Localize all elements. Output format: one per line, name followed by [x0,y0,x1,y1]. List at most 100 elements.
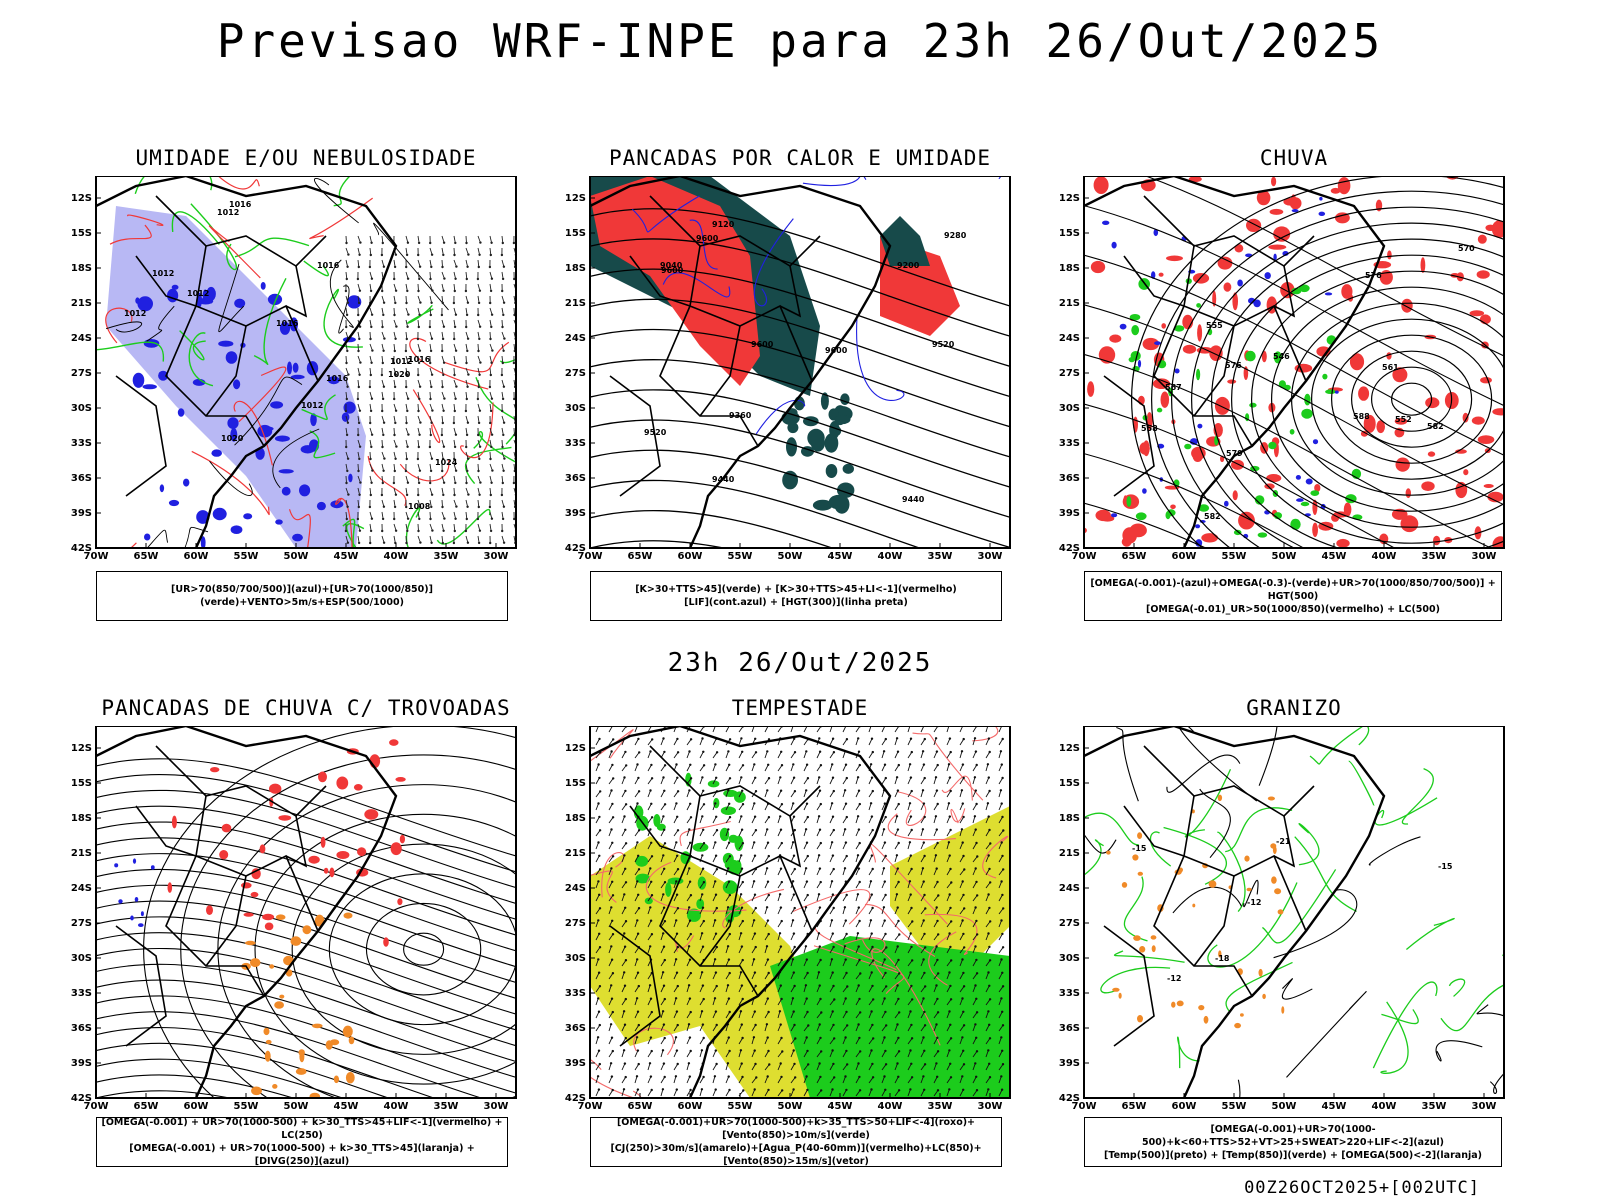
wind-vector-head [478,289,482,292]
wind850-vector-head [1001,971,1004,974]
wind-vector-head [417,373,420,377]
wind-vector-head [357,385,360,389]
rain-red-patch [1160,391,1170,408]
wind-vector-head [491,349,494,352]
wind850-vector-head [675,841,678,844]
wind-vector-head [369,373,372,377]
rain-red-patch [1376,420,1385,434]
wind850-vector-head [726,984,730,987]
wind850-vector-head [688,958,692,961]
temp500-contour [1258,726,1278,786]
lon-tick-label: 35W [928,551,953,562]
wind850-vector-head [675,1088,678,1091]
wind-vector-head [428,325,432,329]
wind-vector-head [370,241,373,244]
wind850-vector-head [986,802,990,805]
wind850-vector-head [663,958,666,962]
wind850-vector-head [830,841,834,844]
humidity-blue-patch [275,519,283,525]
wind850-vector-head [963,946,966,949]
storm-orange-patch [329,1039,340,1046]
wind850-vector-head [713,1075,717,1078]
contour-label: 558 [1141,424,1158,433]
wind850-vector-head [858,1089,862,1092]
lat-tick-label: 42S [1059,1093,1080,1104]
wind-vector-head [488,265,492,269]
wind850-vector-head [676,907,680,910]
wind850-vector-head [857,984,860,987]
wind850-vector-head [884,1088,887,1091]
wind850-vector-head [805,997,808,1000]
wind-vector-head [381,409,384,413]
legend-line: [OMEGA(-0.001)+UR>70(1000-500)+k>35_TTS>… [616,1117,976,1141]
wind850-vector-head [832,751,836,754]
wind-vector-head [442,445,446,448]
wind850-vector-head [636,971,640,974]
wind850-vector-head [636,1088,640,1091]
wind850-vector-head [754,984,757,988]
wind-vector-head [501,517,505,521]
wind850-vector-head [740,1062,743,1065]
rain-red-patch [1191,446,1206,460]
thickness-red-contour [191,450,270,516]
wind-vector-head [477,385,480,389]
wind850-vector-head [779,828,783,831]
map-panel-2: 9600952096009440952096009600944093609280… [565,176,1011,562]
wind-vector-head [454,517,457,520]
wind-vector-head [395,445,398,448]
wind850-vector-head [987,776,990,779]
streamline [403,932,445,966]
wind-vector-head [419,301,422,304]
state-border [609,925,661,1047]
wind-vector-head [347,373,350,376]
wind850-vector-head [832,1023,835,1027]
thickness-red-contour [288,509,311,548]
hgt500-contour [1231,254,1504,544]
wind-vector-head [382,505,386,508]
wind-vector-head [442,361,446,364]
lon-tick-label: 45W [1322,551,1347,562]
lon-tick-label: 65W [134,551,159,562]
wind-vector-head [429,361,432,365]
lon-tick-label: 50W [1272,1101,1297,1112]
wind-vector-head [441,337,445,341]
wind850-vector-head [609,1062,613,1065]
wind-vector-head [419,421,422,424]
state-border [285,815,308,868]
rain-red-patch [1337,177,1351,195]
wind850-vector-head [765,1023,769,1026]
wind850-vector-head [950,881,953,884]
rain-red-patch [1386,352,1392,360]
wind850-vector-head [818,1023,821,1026]
wind850-vector-head [856,932,860,935]
temp850-green-contour [1123,876,1148,942]
thickness-red-contour [208,225,261,279]
lon-tick-label: 60W [678,1101,703,1112]
wind850-vector-head [845,1088,848,1092]
wind-vector-head [393,265,397,269]
wind850-vector-head [963,907,966,910]
storm-orange-patch [264,1050,271,1062]
wind850-vector-head [999,789,1003,792]
wind850-vector-head [923,737,926,741]
storm-red-patch [262,913,275,921]
panel-title: TEMPESTADE [731,696,869,720]
rain-red-patch [1290,194,1297,209]
wind-vector-head [467,373,470,376]
wind850-vector-head [1002,829,1005,832]
water-red-contour [633,1027,674,1056]
wind850-vector-head [856,815,860,818]
rain-green-patch [1184,443,1192,450]
pressure-contour [272,428,320,489]
wind850-vector-head [622,1010,626,1013]
lon-tick-label: 60W [184,551,209,562]
wind-vector-head [466,337,470,340]
wind850-vector-head [662,893,665,896]
rain-red-patch [1087,381,1095,397]
wind850-vector-head [689,894,693,897]
wind850-vector-head [975,1011,979,1014]
rain-red-patch [1485,224,1496,231]
wind850-vector-head [1000,1075,1003,1078]
rain-red-patch [1266,296,1277,314]
wind850-vector-head [753,971,757,974]
